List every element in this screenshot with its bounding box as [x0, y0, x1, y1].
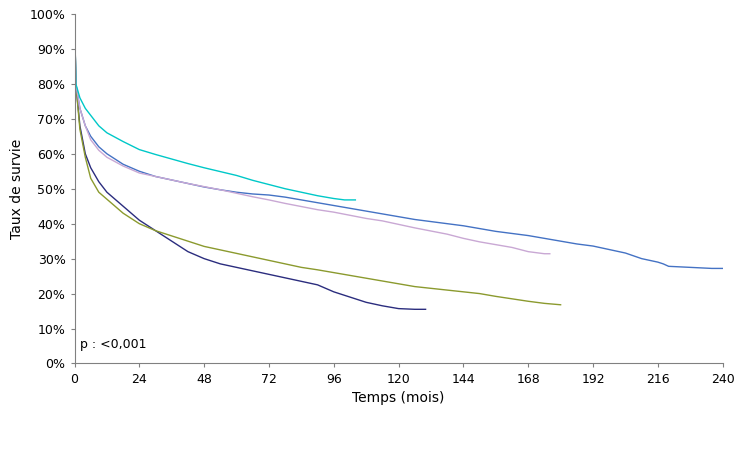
- Text: p : <0,001: p : <0,001: [80, 338, 147, 351]
- Legend: 1985-1989, 1990-1994, 1995-1999, 2000-2006, 2007-juin 2016: 1985-1989, 1990-1994, 1995-1999, 2000-20…: [203, 462, 594, 466]
- Y-axis label: Taux de survie: Taux de survie: [10, 138, 24, 239]
- X-axis label: Temps (mois): Temps (mois): [352, 391, 445, 405]
